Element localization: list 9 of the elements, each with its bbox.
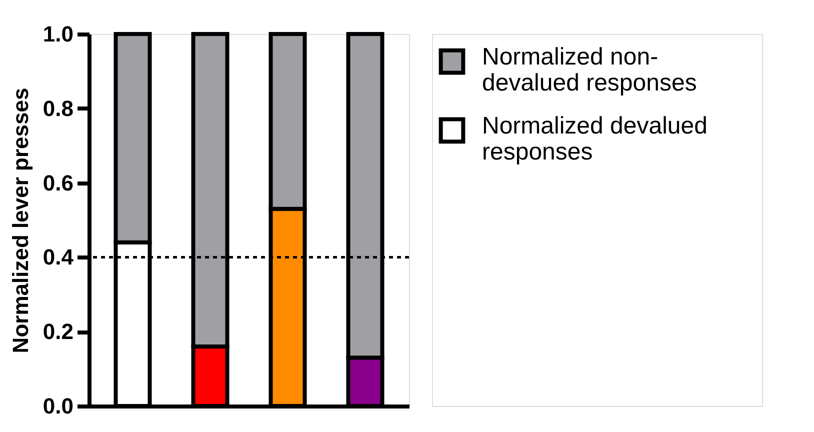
legend-label: Normalized non-devalued responses bbox=[482, 44, 697, 97]
y-tick-label: 0.0 bbox=[42, 394, 74, 418]
y-axis-title: Normalized lever presses bbox=[8, 88, 33, 354]
y-tick-label: 0.8 bbox=[42, 96, 74, 121]
y-tick-label: 1.0 bbox=[42, 22, 74, 46]
y-tick-label: 0.6 bbox=[42, 170, 74, 196]
y-tick-label: 0.2 bbox=[42, 319, 74, 344]
y-tick-label: 0.4 bbox=[42, 244, 74, 270]
legend-label: Normalized devalued responses bbox=[482, 112, 708, 166]
